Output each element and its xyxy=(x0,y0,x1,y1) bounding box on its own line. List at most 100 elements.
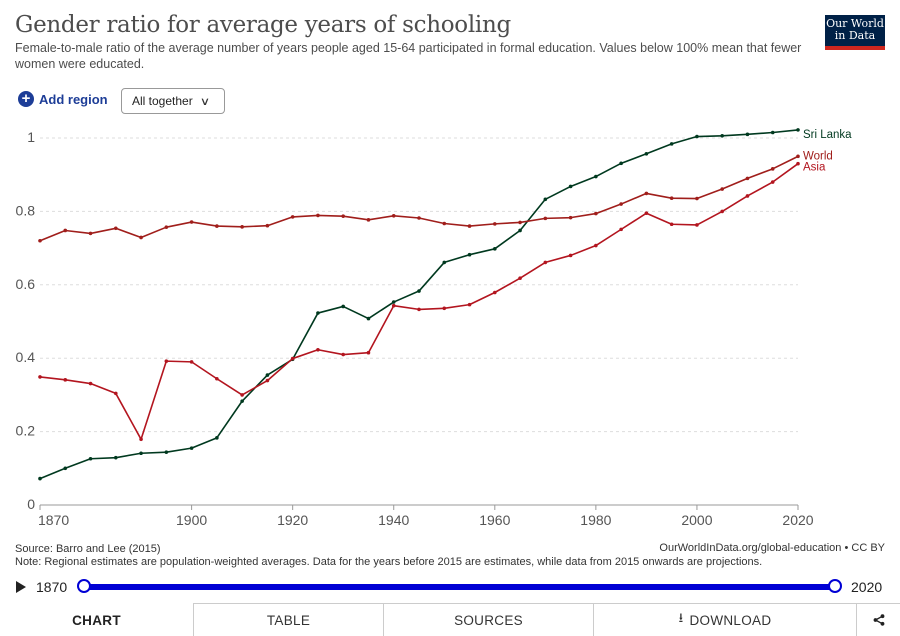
data-point xyxy=(391,303,396,308)
data-point xyxy=(619,202,623,206)
data-point xyxy=(366,350,371,355)
data-point xyxy=(493,290,497,295)
share-button[interactable] xyxy=(856,604,900,636)
data-point xyxy=(745,132,750,137)
data-point xyxy=(644,191,649,196)
data-point xyxy=(568,215,573,220)
data-point xyxy=(189,446,194,450)
series-line xyxy=(39,163,799,441)
data-point xyxy=(720,209,724,214)
data-point xyxy=(189,220,194,224)
source-text: Source: Barro and Lee (2015) xyxy=(15,543,161,555)
data-point xyxy=(543,260,548,265)
data-point xyxy=(568,253,573,258)
data-point xyxy=(695,196,699,201)
data-point xyxy=(669,196,674,200)
tab-table-label: TABLE xyxy=(266,612,311,628)
data-point xyxy=(63,466,68,471)
download-icon: ⭳ xyxy=(678,610,684,625)
data-point xyxy=(290,215,295,219)
logo-line2: in Data xyxy=(834,29,876,42)
data-point xyxy=(316,311,320,315)
y-tick-label: 0.8 xyxy=(16,202,36,218)
data-point xyxy=(215,224,219,228)
data-point xyxy=(518,220,522,225)
timeline-track[interactable] xyxy=(84,584,835,590)
data-point xyxy=(417,307,421,312)
tab-chart-label: CHART xyxy=(72,612,121,628)
data-point xyxy=(215,436,219,440)
add-region-button[interactable]: + Add region xyxy=(18,91,108,107)
x-tick-label: 1940 xyxy=(378,512,409,528)
play-icon[interactable] xyxy=(16,581,26,593)
data-point xyxy=(518,276,522,280)
x-tick-label: 1900 xyxy=(176,512,207,528)
data-point xyxy=(189,360,194,364)
logo-line1: Our World xyxy=(826,17,884,30)
data-point xyxy=(644,151,649,156)
data-point xyxy=(594,211,598,216)
owid-logo[interactable]: Our World in Data xyxy=(825,15,885,50)
data-point xyxy=(442,221,447,226)
chart-subtitle: Female-to-male ratio of the average numb… xyxy=(15,41,802,71)
timeline: 1870 2020 xyxy=(0,575,900,600)
data-point xyxy=(493,247,497,251)
data-point xyxy=(265,223,270,228)
data-point xyxy=(391,214,396,218)
data-point xyxy=(745,176,750,181)
data-point xyxy=(240,225,244,229)
line-chart: 0 0.2 0.4 0.6 0.8 1 1870 1900 1920 1940 1960 1980 20… xyxy=(16,128,852,528)
data-point xyxy=(568,184,573,189)
data-point xyxy=(594,243,598,248)
data-point xyxy=(695,223,699,227)
data-point xyxy=(695,134,699,139)
data-point xyxy=(265,373,270,377)
data-point xyxy=(720,133,724,138)
data-point xyxy=(265,378,270,383)
y-tick-label: 1 xyxy=(27,129,35,145)
data-point xyxy=(114,391,118,396)
data-point xyxy=(467,252,472,257)
x-tick-label: 1960 xyxy=(479,512,510,528)
data-point xyxy=(38,476,42,481)
y-tick-label: 0.4 xyxy=(16,349,36,365)
facet-select[interactable]: All together ∨ xyxy=(121,88,225,114)
timeline-start-handle[interactable] xyxy=(77,579,91,593)
data-point xyxy=(63,378,68,382)
data-point xyxy=(619,227,623,232)
data-point xyxy=(720,187,724,191)
tab-download[interactable]: ⭳ DOWNLOAD xyxy=(593,604,856,636)
data-point xyxy=(316,347,320,352)
data-point xyxy=(796,128,800,132)
data-point xyxy=(88,381,93,386)
data-point xyxy=(88,231,93,236)
tab-table[interactable]: TABLE xyxy=(193,604,383,636)
data-point xyxy=(164,359,169,363)
series-label: World xyxy=(803,150,833,162)
x-tick-label: 2000 xyxy=(681,512,712,528)
data-point xyxy=(543,216,548,221)
note-text: Note: Regional estimates are population-… xyxy=(15,556,763,568)
timeline-end-handle[interactable] xyxy=(828,579,842,593)
tab-sources[interactable]: SOURCES xyxy=(383,604,593,636)
data-point xyxy=(619,161,623,166)
series-line xyxy=(39,155,799,242)
data-point xyxy=(114,455,118,460)
data-point xyxy=(467,302,472,307)
timeline-start-label: 1870 xyxy=(36,579,68,595)
data-point xyxy=(139,235,143,240)
data-point xyxy=(114,226,118,231)
tab-download-label: DOWNLOAD xyxy=(689,612,772,628)
tab-chart[interactable]: CHART xyxy=(0,603,193,636)
chart-title: Gender ratio for average years of school… xyxy=(15,12,511,38)
y-tick-label: 0.6 xyxy=(16,276,36,292)
data-point xyxy=(644,211,649,216)
series-label: Sri Lanka xyxy=(803,129,852,141)
data-point xyxy=(139,451,143,456)
data-point xyxy=(543,197,548,202)
data-point xyxy=(770,180,775,184)
data-point xyxy=(215,376,219,381)
data-point xyxy=(290,356,295,361)
owid-link[interactable]: OurWorldInData.org/global-education • CC… xyxy=(659,542,885,554)
data-point xyxy=(63,228,68,233)
